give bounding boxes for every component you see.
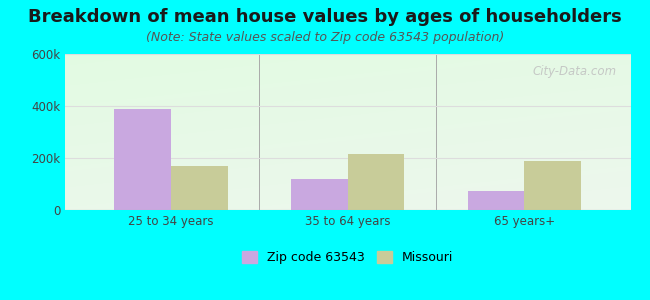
Bar	[525, 160, 581, 210]
Text: Breakdown of mean house values by ages of householders: Breakdown of mean house values by ages o…	[28, 8, 622, 26]
Bar	[171, 166, 228, 210]
Bar	[291, 179, 348, 210]
Text: (Note: State values scaled to Zip code 63543 population): (Note: State values scaled to Zip code 6…	[146, 32, 504, 44]
Legend: Zip code 63543, Missouri: Zip code 63543, Missouri	[237, 246, 458, 269]
Bar	[468, 190, 525, 210]
Text: City-Data.com: City-Data.com	[532, 65, 616, 78]
Bar	[114, 109, 171, 210]
Bar	[348, 154, 404, 210]
